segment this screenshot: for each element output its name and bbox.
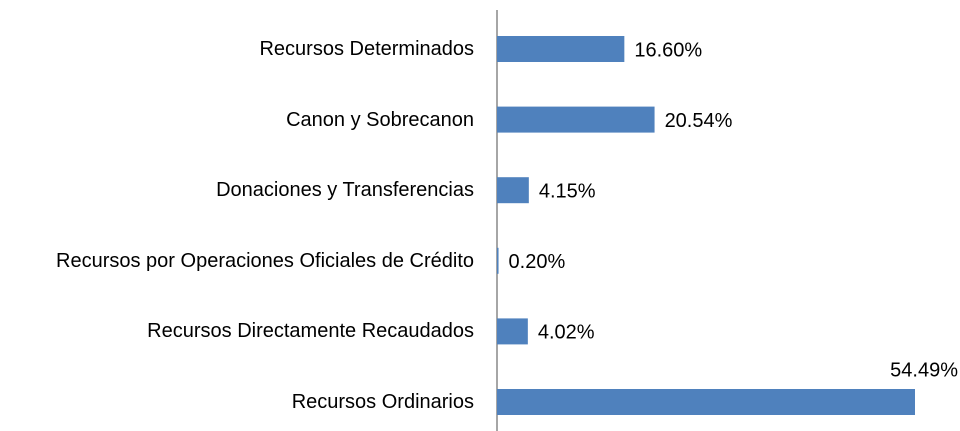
category-label: Canon y Sobrecanon: [286, 108, 474, 131]
category-label: Recursos Determinados: [259, 38, 474, 60]
bar: [497, 389, 915, 415]
value-label: 54.49%: [890, 359, 958, 381]
bar: [497, 318, 528, 345]
value-label: 4.15%: [539, 180, 596, 202]
bar: [497, 247, 499, 274]
value-label: 0.20%: [509, 251, 566, 273]
bar: [497, 177, 529, 204]
bar: [497, 106, 655, 133]
category-label: Donaciones y Transferencias: [216, 179, 474, 202]
category-label: Recursos Ordinarios: [291, 391, 474, 413]
value-label: 20.54%: [665, 110, 733, 132]
category-label: Recursos Directamente Recaudados: [147, 320, 474, 343]
value-label: 4.02%: [538, 322, 595, 344]
bar: [497, 36, 625, 62]
value-label: 16.60%: [634, 39, 702, 61]
category-label: Recursos por Operaciones Oficiales de Cr…: [56, 249, 474, 272]
